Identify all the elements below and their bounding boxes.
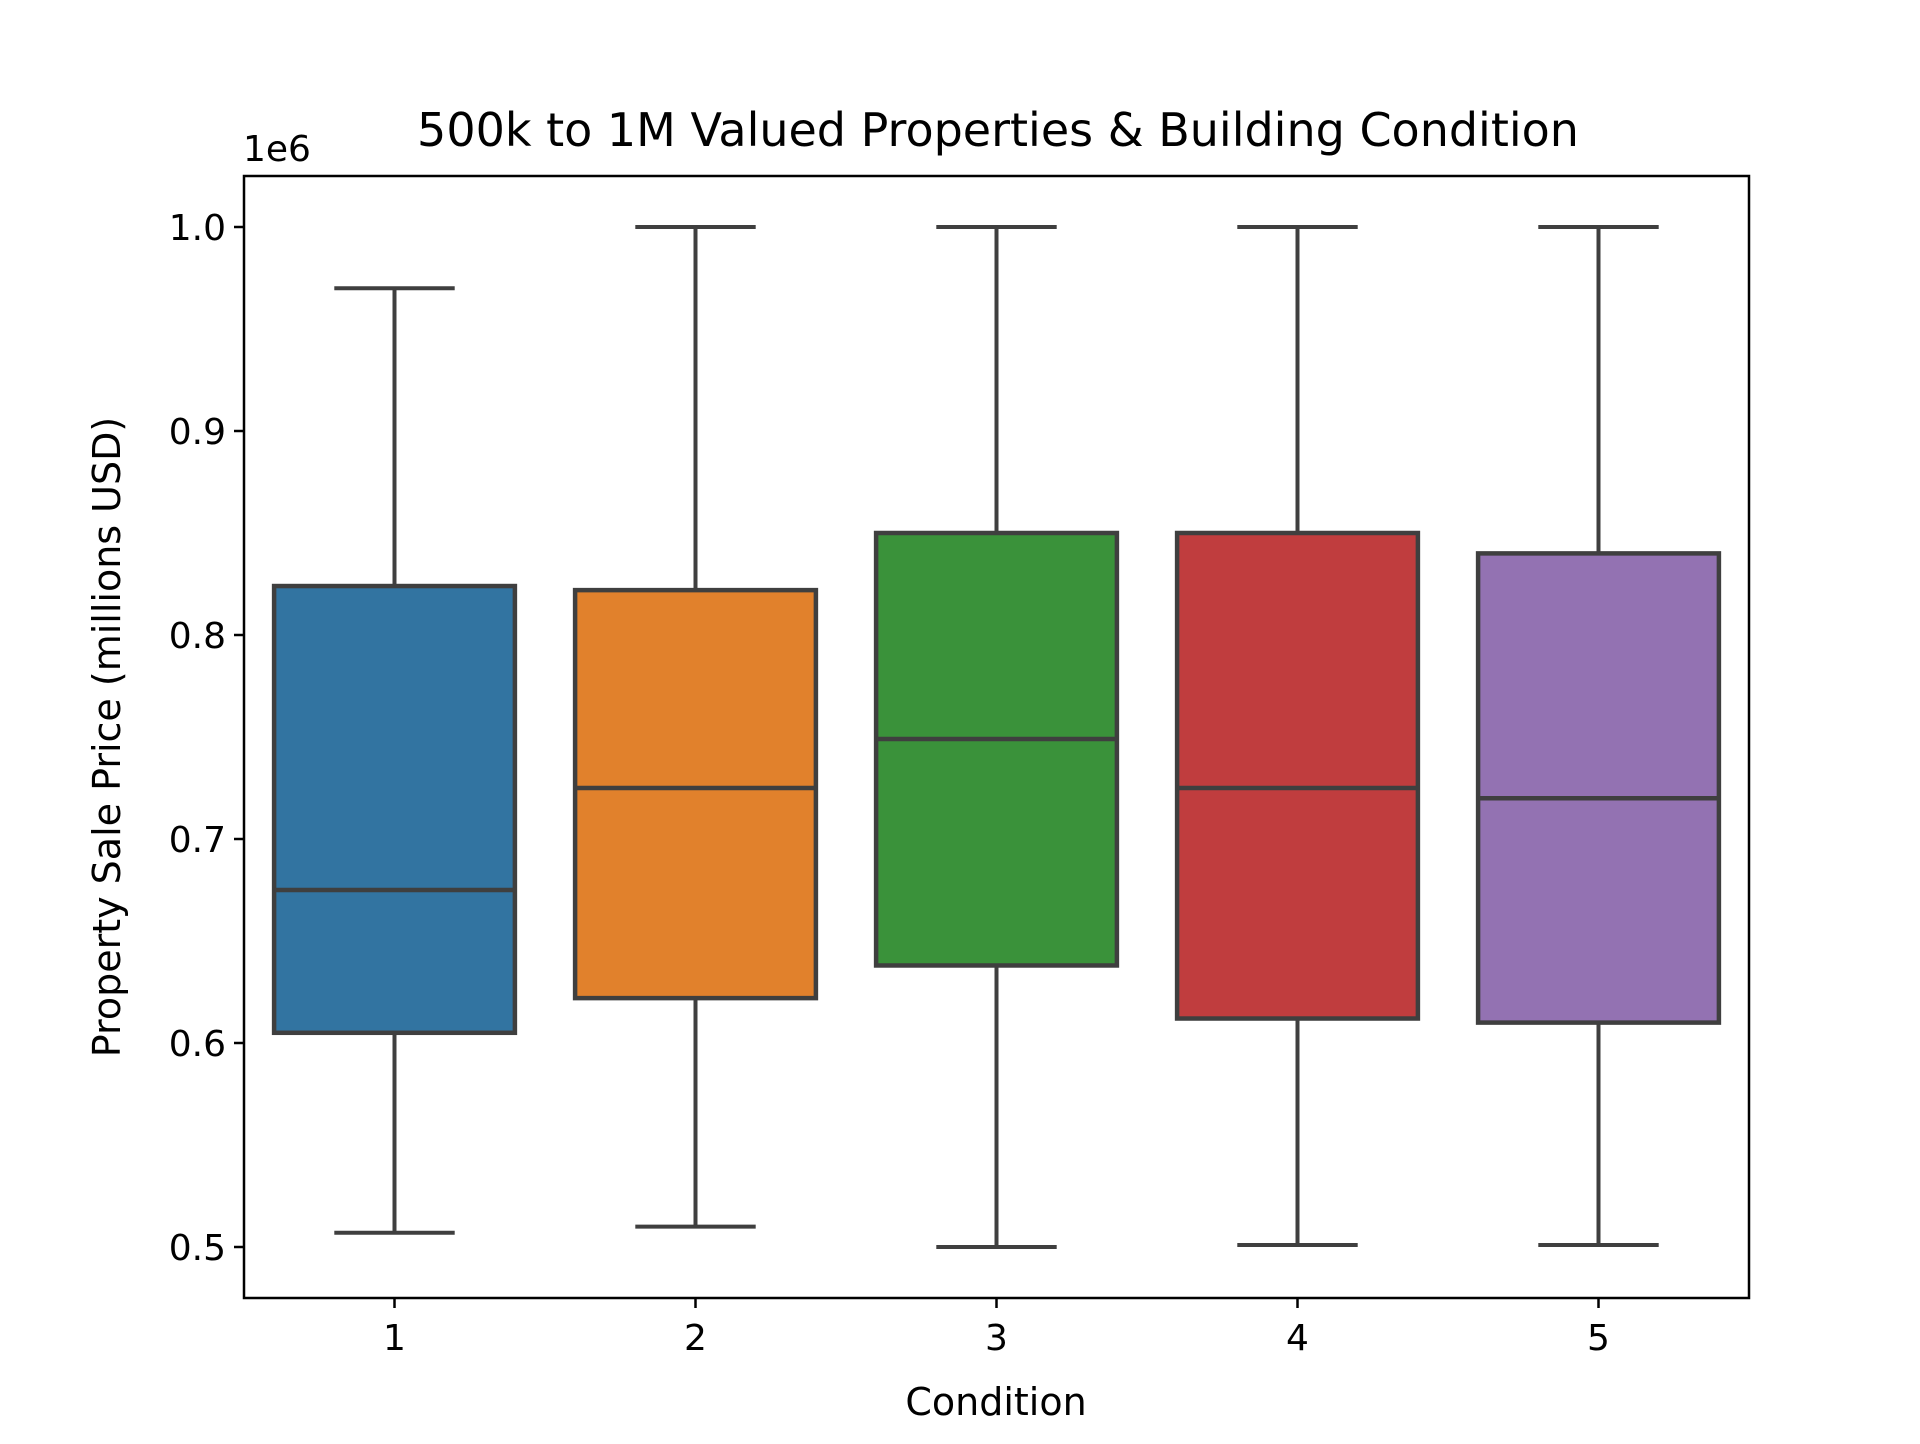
box-group-condition-3 xyxy=(873,225,1120,1249)
iqr-box xyxy=(1475,551,1722,1025)
box-group-condition-5 xyxy=(1475,225,1722,1247)
y-axis-ticks: 0.5 0.6 0.7 0.8 0.9 1.0 xyxy=(169,208,244,1269)
y-tick-label: 1.0 xyxy=(169,208,226,249)
y-axis-label: Property Sale Price (millions USD) xyxy=(85,417,129,1057)
x-tick-label: 1 xyxy=(383,1318,406,1359)
x-tick-label: 5 xyxy=(1587,1318,1610,1359)
x-tick-label: 2 xyxy=(684,1318,707,1359)
iqr-box xyxy=(572,587,819,1001)
y-tick-label: 0.8 xyxy=(169,616,226,657)
y-tick-label: 0.5 xyxy=(169,1228,226,1269)
box-group-condition-1 xyxy=(271,286,518,1235)
x-tick-label: 4 xyxy=(1286,1318,1309,1359)
y-axis-offset-label: 1e6 xyxy=(243,129,311,170)
iqr-box xyxy=(873,530,1120,968)
y-tick-label: 0.7 xyxy=(169,820,226,861)
x-axis-label: Condition xyxy=(905,1380,1086,1424)
chart-title: 500k to 1M Valued Properties & Building … xyxy=(417,103,1579,157)
x-axis-ticks: 1 2 3 4 5 xyxy=(383,1298,1610,1359)
boxes-layer xyxy=(271,225,1722,1249)
y-tick-label: 0.9 xyxy=(169,412,226,453)
x-tick-label: 3 xyxy=(985,1318,1008,1359)
iqr-box xyxy=(271,583,518,1036)
box-group-condition-2 xyxy=(572,225,819,1229)
iqr-box xyxy=(1174,530,1421,1021)
box-group-condition-4 xyxy=(1174,225,1421,1247)
y-tick-label: 0.6 xyxy=(169,1024,226,1065)
